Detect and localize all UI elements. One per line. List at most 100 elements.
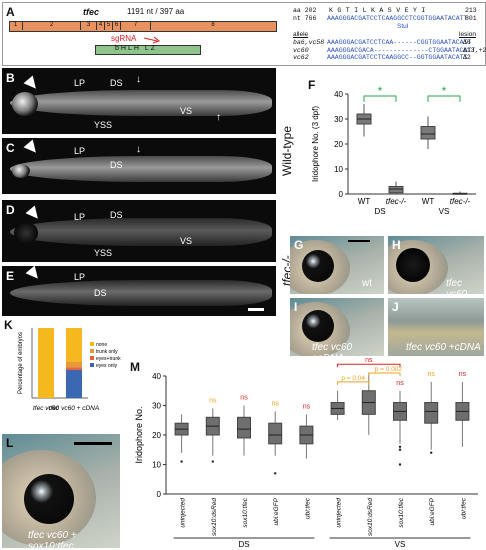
domain-box: [95, 45, 201, 55]
gene-length: 1191 nt / 397 aa: [127, 7, 185, 16]
caption-j: tfec vc60 +cDNA: [406, 342, 481, 353]
box: [424, 402, 439, 424]
panel-m: M 0 10 20 30 40 Iridophore No. uninjected sox10…: [128, 358, 484, 548]
x-tick-label: sox10:tfec: [242, 497, 249, 527]
y-tick-label: 20: [334, 140, 343, 149]
panel-letter-h: H: [392, 238, 401, 252]
panel-letter-b: B: [6, 71, 15, 85]
x-tick-label: ubi:eGFP: [429, 497, 436, 525]
ns-annotation: ns: [459, 371, 467, 378]
allele-header: allele: [293, 31, 309, 38]
panel-c-image: C LP DS ↓: [2, 138, 276, 194]
panel-letter-j: J: [392, 300, 399, 314]
outlier-point: [430, 451, 433, 454]
panel-letter-l: L: [6, 436, 14, 450]
exon-label: 5: [105, 21, 113, 30]
label-yss: YSS: [94, 120, 113, 130]
y-axis-label: Percentage of embryos: [18, 332, 24, 394]
panel-f: F 0 10 20 30 40 Iridophore No. (3 dpf) WT tfec-…: [304, 78, 484, 228]
y-axis-label: Iridophore No. (3 dpf): [311, 106, 320, 182]
x-tick-label: ubi:tfec: [460, 497, 467, 519]
x-tick-label: tfec-/-: [386, 197, 407, 206]
caption-g: wt: [362, 278, 372, 289]
p-value-label: p = 0.002: [375, 366, 403, 373]
legend-swatch: [90, 363, 94, 367]
ns-annotation: ns: [303, 403, 311, 410]
arrowhead-icon: [25, 266, 43, 283]
ns-annotation: ns: [427, 371, 435, 378]
allele-row: vc62 AAAGGGACGATCCTCAAGGCC--GGTGGAATACATT…: [293, 54, 483, 61]
ns-annotation: ns: [365, 358, 373, 364]
group-label: DS: [374, 207, 385, 216]
exon-label: 8: [211, 22, 215, 28]
lesion-header: lesion: [459, 31, 476, 38]
label-ds: DS: [110, 210, 123, 220]
label-yss: YSS: [94, 248, 113, 258]
aa-line: aa 202: [293, 7, 317, 14]
outlier-point: [211, 460, 214, 463]
label-lp: LP: [74, 212, 86, 222]
panel-g-image: G wt: [290, 236, 384, 294]
allele-name: vc60: [293, 46, 309, 54]
label-vs: VS: [180, 236, 193, 246]
sig-bracket: [337, 381, 370, 385]
label-ds: DS: [94, 288, 107, 298]
box: [388, 186, 404, 194]
legend-label: eyes only: [96, 363, 118, 369]
panel-letter-f: F: [308, 78, 316, 92]
bar-segment: [66, 370, 82, 398]
caption-i: tfec vc60 +cDNA: [312, 342, 353, 356]
ns-annotation: ns: [240, 395, 248, 402]
caption-l: tfec vc60 + sox10:tfec: [28, 530, 77, 548]
sig-bracket: [363, 95, 397, 102]
legend-label: trunk only: [96, 349, 118, 355]
stui-label: StuI: [397, 23, 409, 30]
y-tick-label: 30: [334, 115, 343, 124]
y-axis-label: Iridophore No.: [134, 406, 144, 463]
x-tick-label: tfec-/-: [450, 197, 471, 206]
panel-letter-d: D: [6, 203, 15, 217]
arrow-down-icon: ↓: [136, 74, 141, 85]
chart-m: 0 10 20 30 40 Iridophore No. uninjected sox10:d…: [134, 358, 478, 548]
allele-lesion: Δ2: [463, 54, 471, 61]
scale-bar: [348, 240, 370, 242]
box: [268, 422, 283, 445]
y-tick-label: 10: [334, 165, 343, 174]
group-label: DS: [238, 540, 249, 548]
panel-e-image: E LP DS: [2, 266, 276, 316]
outlier-point: [274, 472, 277, 475]
x-tick-label: sox10:tfec: [398, 497, 405, 527]
sig-bracket: [368, 372, 401, 376]
ns-annotation: ns: [396, 380, 404, 387]
x-tick-label: ubi:tfec: [304, 497, 311, 519]
x-tick-label: uninjected: [336, 498, 343, 528]
exon-label: 3: [81, 21, 97, 30]
allele-seq: AAAGGGACGACA--------------CTGGAATACATT: [327, 46, 476, 54]
x-tick-label: WT: [422, 197, 435, 206]
sgrna-label: sgRNA: [111, 34, 137, 43]
gene-name: tfec: [83, 7, 100, 17]
ns-annotation: ns: [271, 400, 279, 407]
bar-segment: [66, 361, 82, 368]
panel-k: K Percentage of embryos tfec vc60 tfec vc6…: [2, 316, 122, 420]
exon-label: 2: [23, 21, 81, 30]
sgrna-arrow-icon: [143, 36, 161, 44]
outlier-point: [398, 445, 402, 448]
legend-label: none: [96, 342, 107, 348]
sig-bracket: [337, 363, 401, 368]
panel-l-image: L tfec vc60 + sox10:tfec: [2, 434, 120, 548]
y-tick-label: 20: [152, 431, 161, 440]
aa-seq: K G T I L K A S V E Y I: [329, 7, 426, 14]
allele-seq: AAAGGGACGATCCTCAA------CGGTGGAATACATT: [327, 39, 472, 46]
y-tick-label: 30: [152, 402, 161, 411]
group-label: VS: [395, 540, 406, 548]
outlier-point: [180, 460, 183, 463]
panel-letter-c: C: [6, 141, 15, 155]
allele-row: vc60 AAAGGGACGACA--------------CTGGAATACA…: [293, 46, 486, 54]
y-tick-label: 40: [152, 372, 161, 381]
nt-seq: AAAGGGACGATCCTCAAGGCCTCGGTGGAATACATT: [327, 15, 468, 22]
arrow-up-icon: ↑: [216, 112, 221, 123]
panel-j-image: J tfec vc60 +cDNA: [388, 298, 484, 356]
